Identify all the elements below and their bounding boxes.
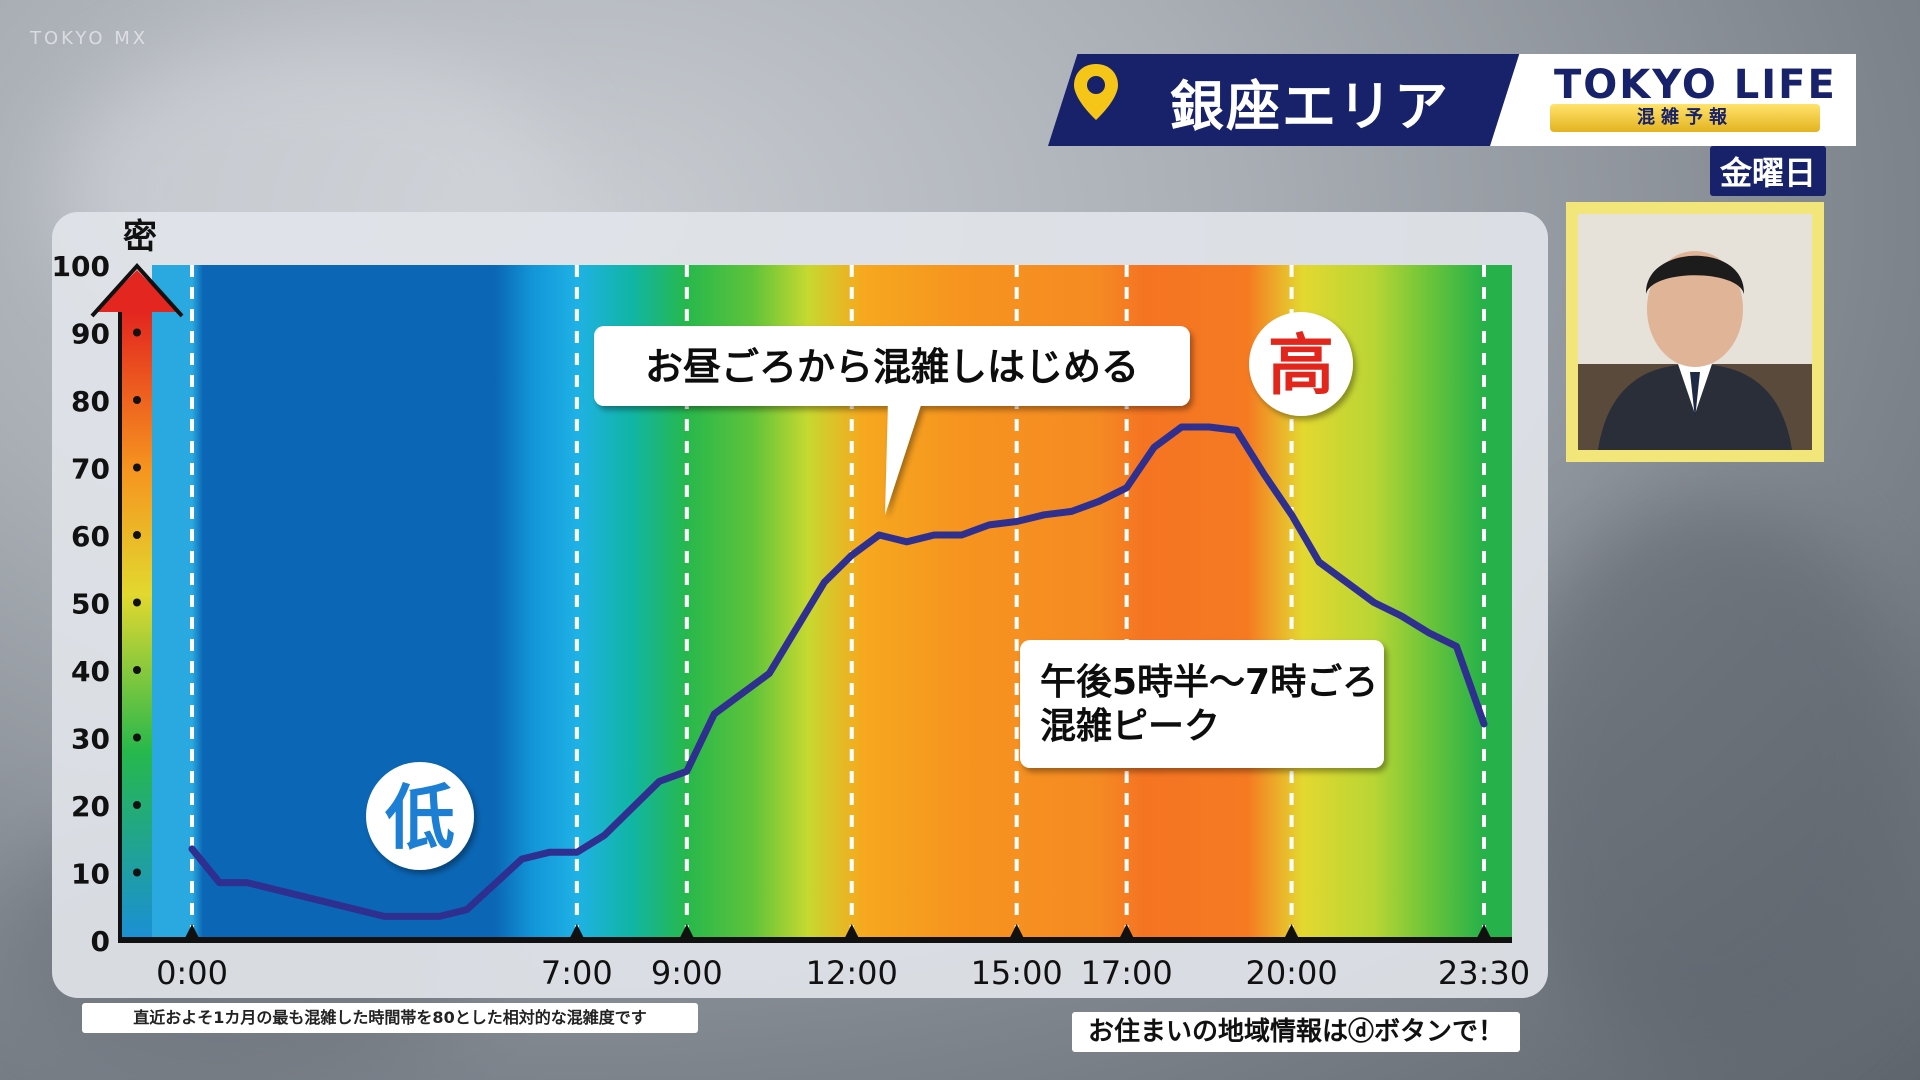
x-tick-mark (185, 924, 199, 938)
y-tick-label: 100 (52, 250, 110, 283)
scale-dot (133, 598, 141, 607)
low-badge-circle (366, 762, 474, 870)
low-badge-text: 低 (385, 777, 455, 859)
scale-dot (133, 463, 141, 472)
callout-noon-box (594, 326, 1190, 406)
scale-dot (133, 328, 141, 337)
y-tick-label: 0 (91, 925, 110, 958)
scale-dot (133, 801, 141, 809)
callout-peak-text: 午後5時半～7時ごろ (1040, 662, 1378, 703)
x-tick-label: 0:00 (156, 954, 228, 992)
x-tick-label: 15:00 (971, 954, 1063, 992)
x-tick-label: 17:00 (1081, 954, 1173, 992)
program-logo-subtitle: 混雑予報 (1550, 104, 1820, 132)
y-tick-label: 80 (71, 385, 110, 418)
y-tick-label: 30 (71, 723, 110, 756)
program-logo: TOKYO LIFE (1554, 62, 1837, 108)
scale-dot (133, 531, 141, 539)
density-arrow-outline (90, 263, 184, 318)
day-badge: 金曜日 (1710, 146, 1827, 196)
x-tick-mark (679, 924, 694, 938)
scale-dot (133, 396, 141, 404)
low-badge: 低 (366, 762, 474, 870)
broadcaster-watermark: TOKYO MX (30, 28, 149, 49)
high-badge: 高 (1249, 312, 1353, 416)
callout-peak-box (1020, 640, 1384, 768)
y-tick-label: 10 (71, 858, 110, 891)
y-tick-label: 90 (71, 318, 110, 351)
x-tick-mark (1284, 924, 1299, 938)
y-axis-label: 密 (123, 217, 157, 257)
scale-dot (133, 868, 141, 877)
location-pin-icon (1074, 64, 1118, 120)
density-arrow-icon (96, 270, 178, 312)
callout-noon: お昼ごろから混雑しはじめる (594, 326, 1190, 515)
x-tick-label: 12:00 (806, 954, 898, 992)
x-tick-label: 9:00 (651, 954, 723, 992)
y-tick-label: 60 (71, 520, 110, 553)
x-tick-mark (1009, 924, 1024, 938)
x-tick-mark (569, 924, 584, 938)
presenter-image (1578, 214, 1812, 450)
x-tick-mark (844, 924, 859, 938)
y-tick-label: 50 (71, 588, 110, 621)
congestion-series-line (188, 423, 1488, 920)
scale-dot (133, 733, 141, 742)
presenter-inset (1566, 202, 1824, 462)
callout-noon-text: お昼ごろから混雑しはじめる (645, 345, 1139, 389)
callout-peak-text: 混雑ピーク (1040, 706, 1220, 747)
x-tick-label: 23:30 (1438, 954, 1530, 992)
local-info-bar: お住まいの地域情報はⓓボタンで！ (1072, 1012, 1520, 1052)
density-scale-bar (122, 312, 152, 940)
area-banner (1048, 54, 1538, 146)
x-tick-label: 20:00 (1245, 954, 1337, 992)
x-tick-mark (1119, 924, 1134, 938)
callout-noon-pointer (885, 402, 922, 515)
y-tick-label: 20 (71, 790, 110, 823)
area-title: 銀座エリア (1170, 75, 1450, 138)
x-tick-label: 7:00 (541, 954, 613, 992)
high-badge-circle (1249, 312, 1353, 416)
high-badge-text: 高 (1268, 327, 1334, 404)
scale-dot (133, 666, 141, 674)
x-tick-mark (1477, 924, 1491, 938)
y-tick-label: 70 (71, 453, 110, 486)
y-tick-label: 40 (71, 655, 110, 688)
chart-footnote: 直近およそ1カ月の最も混雑した時間帯を80とした相対的な混雑度です (82, 1003, 698, 1033)
